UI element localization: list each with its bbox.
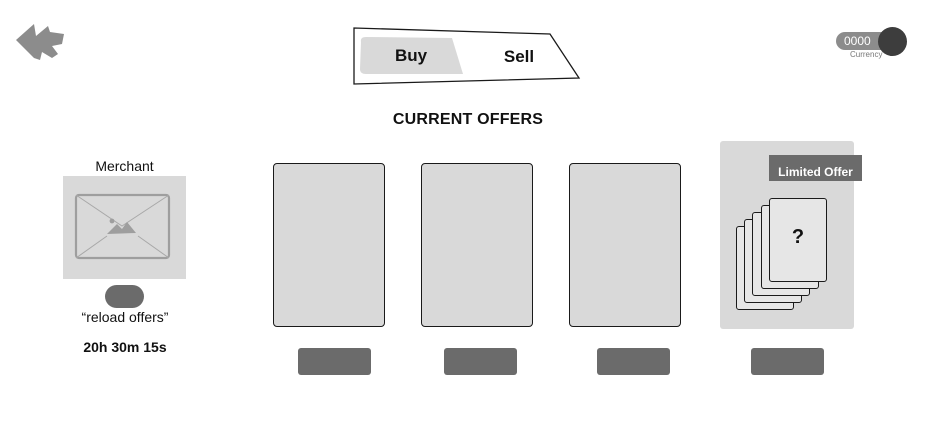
tab-buy[interactable]: Buy	[394, 46, 428, 65]
offer-2-buy-button[interactable]	[444, 348, 517, 375]
offer-card-1[interactable]	[273, 163, 385, 327]
limited-offer-badge: Limited Offer	[769, 155, 862, 181]
tab-sell[interactable]: Sell	[503, 47, 535, 66]
offer-card-3[interactable]	[569, 163, 681, 327]
offer-card-2[interactable]	[421, 163, 533, 327]
merchant-portrait	[63, 176, 186, 279]
limited-offer-buy-button[interactable]	[751, 348, 824, 375]
currency-caption: Currency	[850, 50, 883, 59]
merchant-name: Merchant	[95, 158, 154, 174]
currency-coin-icon[interactable]	[878, 27, 907, 56]
buy-sell-toggle	[350, 26, 582, 86]
reload-offers-label: “reload offers”	[81, 309, 169, 325]
page-title: CURRENT OFFERS	[392, 111, 544, 128]
back-button[interactable]	[12, 18, 68, 64]
rewind-back-icon	[16, 24, 64, 60]
image-placeholder-icon	[74, 193, 171, 260]
mystery-card	[769, 198, 827, 282]
reload-timer: 20h 30m 15s	[83, 339, 167, 355]
offer-3-buy-button[interactable]	[597, 348, 670, 375]
offer-1-buy-button[interactable]	[298, 348, 371, 375]
question-mark-icon: ?	[791, 226, 805, 248]
reload-offers-button[interactable]	[105, 285, 144, 308]
